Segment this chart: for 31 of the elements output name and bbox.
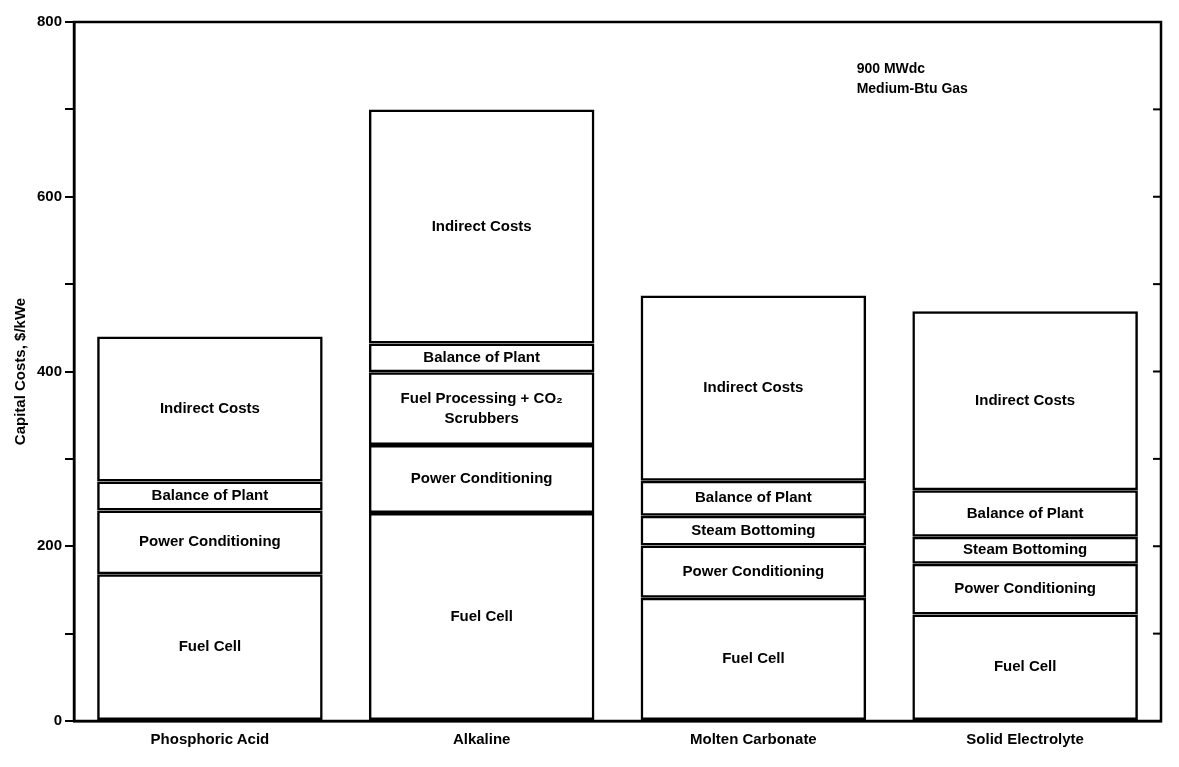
series-label: Indirect Costs <box>159 399 260 417</box>
x-tick-label: Phosphoric Acid <box>150 730 270 748</box>
text: Power Conditioning <box>410 469 553 487</box>
y-tick-label: 600 <box>37 186 63 204</box>
text: Indirect Costs <box>975 390 1076 408</box>
text: Steam Bottoming <box>691 520 816 538</box>
series-label: Balance of Plant <box>151 486 269 504</box>
text: Balance of Plant <box>966 503 1084 521</box>
text: Fuel Cell <box>178 637 242 655</box>
series-label: Fuel Cell <box>993 657 1057 675</box>
text: Power Conditioning <box>139 532 281 550</box>
series-label: Steam Bottoming <box>963 540 1088 558</box>
text: Power Conditioning <box>682 561 825 579</box>
text: Fuel Cell <box>722 649 785 667</box>
x-tick-label: Molten Carbonate <box>690 730 817 748</box>
series-label: Power Conditioning <box>954 579 1096 597</box>
text: Fuel Cell <box>450 606 513 624</box>
series-label: Fuel Processing + CO₂ Scrubbers <box>400 388 563 426</box>
y-tick-label: 800 <box>37 12 63 30</box>
text: Indirect Costs <box>431 216 532 234</box>
text: Indirect Costs <box>703 378 804 396</box>
y-axis-title: Capital Costs, $/kWe <box>11 297 29 446</box>
x-tick-label: Solid Electrolyte <box>966 730 1084 748</box>
y-tick-label: 200 <box>37 536 63 554</box>
text: Balance of Plant <box>423 348 540 366</box>
y-tick-label: 400 <box>37 361 63 379</box>
annotation: Medium-Btu Gas <box>856 79 969 96</box>
y-tick-label: 0 <box>53 711 63 729</box>
annotation: 900 MWdc <box>856 59 926 76</box>
x-tick-label: Alkaline <box>452 730 511 748</box>
text: Balance of Plant <box>695 488 812 506</box>
